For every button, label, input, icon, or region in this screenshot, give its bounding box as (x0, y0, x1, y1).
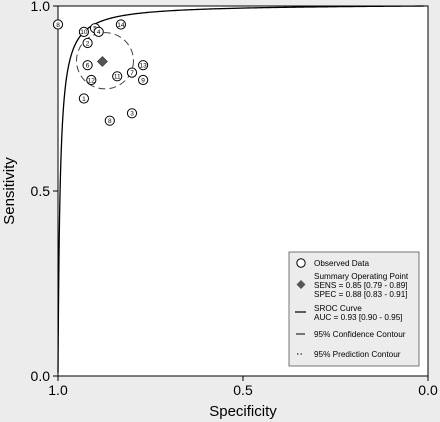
observed-point-label-1: 10 (80, 29, 88, 36)
legend-sroc-label: SROC Curve (314, 304, 362, 313)
legend-summary-spec: SPEC = 0.88 [0.83 - 0.91] (314, 290, 408, 299)
observed-point-9: 9 (138, 74, 149, 86)
observed-point-marker-11 (126, 67, 138, 78)
observed-point-label-5: 2 (86, 40, 90, 47)
confidence-contour-layer (76, 32, 134, 90)
y-tick-label-0: 0.0 (31, 368, 51, 384)
sroc-curve (57, 5, 425, 373)
observed-point-11: 11 (112, 71, 123, 82)
legend: Observed Data Summary Operating Point SE… (288, 251, 420, 367)
summary-point (96, 56, 108, 67)
observed-point-marker-12 (78, 93, 90, 104)
observed-point-label-13: 3 (130, 111, 134, 118)
x-tick-label-2: 0.0 (418, 382, 438, 398)
y-axis-title: Sensitivity (1, 157, 18, 225)
observed-point-marker-5 (82, 37, 93, 49)
observed-point-3: 3 (126, 108, 138, 119)
observed-point-6: 6 (82, 60, 93, 71)
observed-point-label-9: 9 (141, 77, 145, 84)
observed-point-label-6: 6 (86, 63, 90, 70)
observed-point-marker-6 (82, 60, 93, 71)
legend-confidence-label: 95% Confidence Contour (314, 330, 406, 339)
y-tick-label-2: 1.0 (31, 0, 51, 14)
observed-point-label-0: 8 (56, 22, 60, 29)
observed-point-marker-4 (115, 19, 127, 30)
observed-point-label-14: 8 (108, 118, 112, 125)
observed-point-10: 10 (78, 26, 90, 37)
observed-point-label-10: 11 (114, 74, 121, 81)
legend-summary-label: Summary Operating Point (314, 272, 409, 281)
legend-summary-sens: SENS = 0.85 [0.79 - 0.89] (314, 281, 408, 290)
observed-point-marker-13 (126, 108, 138, 119)
observed-point-marker-8 (138, 60, 149, 71)
observed-points-layer: 81054142612139117138 (52, 19, 149, 126)
observed-point-marker-14 (104, 115, 115, 126)
observed-point-8b: 8 (104, 115, 115, 126)
observed-point-7: 7 (126, 67, 138, 78)
summary-point-layer (96, 56, 108, 67)
observed-point-label-12: 1 (82, 96, 86, 103)
legend-box (288, 251, 420, 367)
observed-point-marker-0 (52, 19, 64, 30)
observed-point-14: 14 (115, 19, 127, 30)
observed-point-1: 1 (78, 93, 90, 104)
observed-point-13: 13 (138, 60, 149, 71)
observed-point-label-8: 13 (139, 63, 147, 70)
observed-point-label-4: 14 (117, 22, 125, 29)
x-tick-label-0: 1.0 (48, 382, 68, 398)
observed-point-8: 8 (52, 19, 64, 30)
legend-summary-symbol (296, 280, 306, 289)
observed-point-marker-9 (138, 74, 149, 86)
x-axis-title: Specificity (209, 403, 277, 420)
observed-point-label-3: 4 (97, 29, 101, 36)
confidence-contour (76, 32, 134, 90)
legend-observed-label: Observed Data (314, 259, 370, 268)
observed-point-4: 4 (93, 26, 104, 37)
observed-point-marker-10 (112, 71, 123, 82)
legend-observed-symbol (296, 258, 306, 268)
observed-point-label-7: 12 (88, 77, 96, 84)
legend-sroc-auc: AUC = 0.93 [0.90 - 0.95] (314, 313, 403, 322)
axis-ticks: 1.0 0.5 0.0 0.0 0.5 1.0 (31, 0, 438, 398)
observed-point-marker-7 (86, 74, 97, 86)
observed-point-marker-3 (93, 26, 104, 37)
sroc-curve-layer (57, 5, 425, 373)
x-tick-label-1: 0.5 (233, 382, 253, 398)
observed-point-12: 12 (86, 74, 97, 86)
observed-point-marker-1 (78, 26, 90, 37)
y-tick-label-1: 0.5 (31, 183, 51, 199)
observed-point-2: 2 (82, 37, 93, 49)
legend-prediction-label: 95% Prediction Contour (314, 350, 401, 359)
observed-point-label-11: 7 (130, 70, 134, 77)
